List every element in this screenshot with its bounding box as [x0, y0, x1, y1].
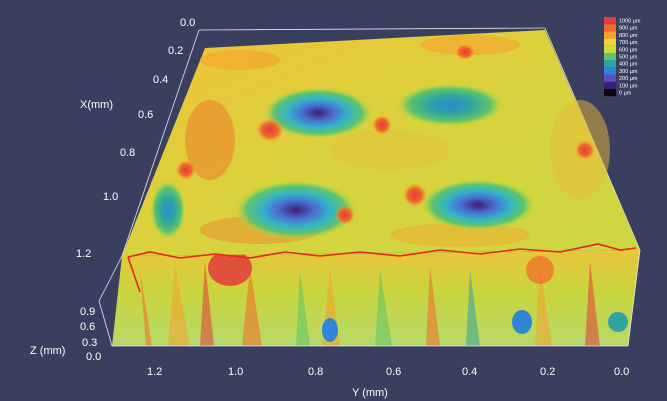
z-axis: Z (mm) 0.9 0.6 0.3 0.0 [30, 306, 101, 363]
legend-swatch [604, 89, 616, 97]
x-tick-6: 1.2 [76, 248, 91, 260]
legend-label: 100 µm [619, 83, 638, 89]
y-tick-5: 0.2 [540, 366, 555, 378]
legend-label: 0 µm [619, 91, 632, 97]
legend-label: 800 µm [619, 33, 638, 39]
legend-swatch [604, 67, 616, 75]
legend-swatch [604, 38, 616, 46]
y-tick-1: 1.0 [228, 366, 243, 378]
legend-label: 700 µm [619, 40, 638, 46]
legend-label: 1000 µm [619, 19, 641, 25]
bounding-box-front [98, 249, 641, 347]
legend-label: 500 µm [619, 55, 638, 61]
legend-label: 300 µm [619, 69, 638, 75]
peak-6 [335, 205, 355, 225]
front-pit-1 [322, 318, 338, 342]
front-pit-2 [512, 310, 532, 334]
x-tick-3: 0.6 [138, 109, 153, 121]
front-peak-2 [526, 256, 554, 284]
legend-label: 400 µm [619, 62, 638, 68]
y-axis-title: Y (mm) [352, 387, 388, 399]
z-tick-1: 0.6 [80, 321, 95, 333]
peak-4 [575, 140, 595, 160]
peak-2 [372, 115, 392, 135]
legend-swatch [604, 74, 616, 82]
front-pit-3 [608, 312, 628, 332]
x-axis: X(mm) 0.0 0.2 0.4 0.6 0.8 1.0 1.2 [76, 17, 195, 260]
z-tick-3: 0.0 [86, 351, 101, 363]
z-axis-title: Z (mm) [30, 345, 65, 357]
legend-swatch [604, 45, 616, 53]
y-tick-3: 0.6 [386, 366, 401, 378]
x-tick-2: 0.4 [153, 74, 168, 86]
x-tick-5: 1.0 [103, 191, 118, 203]
legend-swatch [604, 81, 616, 89]
legend-swatch [604, 17, 616, 25]
legend-swatch [604, 53, 616, 61]
z-tick-2: 0.3 [82, 337, 97, 349]
y-tick-2: 0.8 [308, 366, 323, 378]
legend-swatch [604, 24, 616, 32]
z-tick-0: 0.9 [80, 306, 95, 318]
x-tick-1: 0.2 [168, 45, 183, 57]
legend-swatch [604, 60, 616, 68]
peak-7 [455, 44, 475, 60]
legend-label: 900 µm [619, 26, 638, 32]
x-tick-0: 0.0 [180, 17, 195, 29]
legend-label: 200 µm [619, 76, 638, 82]
legend-swatch [604, 31, 616, 39]
pit-bottom-right [420, 179, 536, 231]
pit-top-right [395, 83, 505, 127]
legend-label: 600 µm [619, 47, 638, 53]
y-tick-6: 0.0 [614, 366, 629, 378]
x-tick-4: 0.8 [120, 147, 135, 159]
peak-5 [176, 160, 196, 180]
y-tick-0: 1.2 [147, 366, 162, 378]
profile-line [127, 243, 637, 259]
peak-1 [256, 118, 284, 142]
x-axis-title: X(mm) [80, 99, 113, 111]
y-tick-4: 0.4 [462, 366, 477, 378]
front-peak-1 [208, 250, 252, 286]
profile-line-drop [127, 256, 141, 293]
pit-bottom-left [234, 180, 358, 240]
pit-top-left [263, 87, 373, 139]
peak-3 [403, 183, 427, 207]
y-axis: 1.2 1.0 0.8 0.6 0.4 0.2 0.0 Y (mm) [147, 366, 629, 399]
pit-left-edge [150, 180, 186, 240]
